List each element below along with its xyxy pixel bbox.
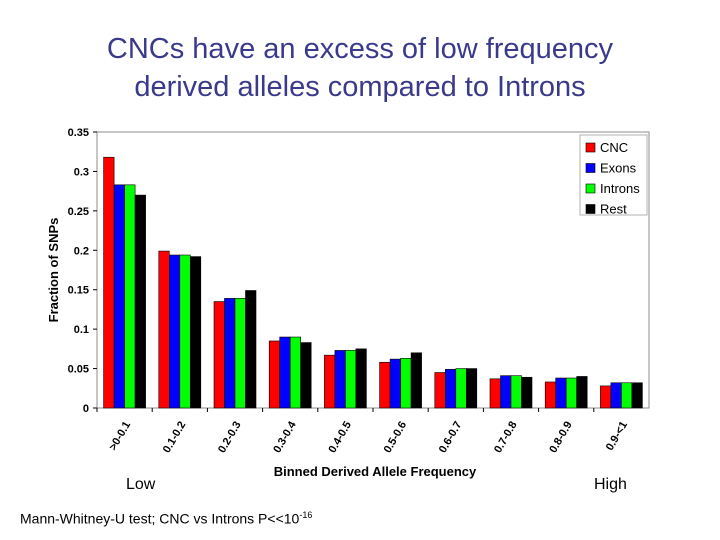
bar-exons-8 — [555, 377, 567, 409]
bar-introns-2 — [234, 298, 246, 409]
x-tick-label: 0.2-0.3 — [216, 420, 244, 456]
legend-swatch-exons — [585, 163, 596, 173]
bar-rest-3 — [300, 342, 312, 409]
low-label: Low — [126, 476, 156, 493]
footnote-exponent: -16 — [299, 510, 313, 520]
bar-introns-5 — [400, 358, 412, 409]
x-tick-label: 0.1-0.2 — [161, 420, 189, 456]
y-tick-label: 0.05 — [68, 364, 89, 376]
bar-exons-6 — [444, 369, 457, 409]
bar-cnc-7 — [489, 378, 501, 409]
x-tick-label: 0.8-0.9 — [547, 420, 575, 456]
legend-label-cnc: CNC — [600, 140, 628, 155]
bar-cnc-8 — [544, 381, 557, 409]
bar-cnc-2 — [213, 301, 225, 409]
high-label: High — [594, 476, 627, 493]
slide-title: CNCs have an excess of low frequency der… — [0, 30, 720, 106]
x-tick-label: >0-0.1 — [107, 420, 133, 453]
title-line-1: CNCs have an excess of low frequency — [106, 33, 614, 65]
bar-rest-9 — [631, 382, 643, 409]
bar-rest-2 — [245, 290, 257, 409]
legend-label-rest: Rest — [600, 202, 627, 217]
x-tick-label: 0.9-<1 — [604, 420, 630, 453]
bar-cnc-9 — [600, 385, 612, 409]
x-tick-label: 0.3-0.4 — [271, 419, 299, 455]
bar-rest-1 — [190, 256, 202, 409]
bar-cnc-3 — [268, 340, 281, 409]
bar-exons-3 — [279, 336, 291, 409]
bar-introns-4 — [345, 350, 357, 409]
y-tick-label: 0.25 — [68, 206, 89, 218]
legend-label-exons: Exons — [600, 161, 637, 176]
legend-label-introns: Introns — [600, 181, 640, 196]
legend-swatch-introns — [585, 183, 596, 194]
bar-cnc-1 — [158, 250, 170, 409]
bar-exons-1 — [169, 254, 181, 409]
bar-introns-3 — [289, 336, 302, 409]
bar-cnc-6 — [434, 372, 446, 409]
bar-exons-2 — [224, 298, 236, 409]
y-tick-label: 0.35 — [68, 127, 89, 139]
legend-swatch-rest — [585, 204, 596, 214]
footnote: Mann-Whitney-U test; CNC vs Introns P<<1… — [20, 510, 312, 527]
bar-exons-0 — [113, 184, 125, 409]
y-axis-label: Fraction of SNPs — [46, 218, 61, 323]
y-tick-label: 0.1 — [74, 324, 89, 336]
x-tick-label: 0.7-0.8 — [492, 420, 520, 456]
bar-cnc-4 — [324, 354, 336, 409]
footnote-text: Mann-Whitney-U test; CNC vs Introns P<<1… — [20, 510, 300, 527]
bar-cnc-5 — [379, 361, 391, 409]
y-tick-label: 0.2 — [74, 245, 89, 257]
bar-introns-1 — [179, 254, 191, 409]
bar-rest-5 — [410, 352, 422, 409]
bar-cnc-0 — [103, 156, 115, 409]
x-tick-label: 0.4-0.5 — [326, 420, 354, 456]
bar-rest-8 — [576, 376, 588, 409]
title-line-2: derived alleles compared to Introns — [134, 71, 586, 103]
bar-exons-4 — [334, 350, 346, 409]
y-tick-label: 0.3 — [74, 166, 89, 178]
bar-exons-5 — [389, 358, 401, 409]
x-axis-label: Binned Derived Allele Frequency — [274, 464, 477, 479]
bar-rest-7 — [521, 376, 533, 409]
bar-rest-0 — [134, 194, 146, 409]
bar-rest-6 — [465, 368, 478, 409]
x-tick-label: 0.6-0.7 — [437, 420, 465, 456]
bar-introns-6 — [455, 368, 467, 409]
y-tick-label: 0 — [83, 403, 89, 415]
bar-introns-8 — [565, 377, 578, 409]
bar-introns-7 — [510, 375, 522, 409]
bar-introns-0 — [124, 184, 136, 409]
bar-exons-9 — [610, 382, 622, 409]
y-tick-label: 0.15 — [68, 285, 89, 297]
bar-rest-4 — [355, 348, 367, 409]
legend-swatch-cnc — [585, 142, 596, 153]
bar-introns-9 — [621, 382, 633, 409]
bar-exons-7 — [500, 375, 512, 409]
x-tick-label: 0.5-0.6 — [382, 420, 410, 456]
